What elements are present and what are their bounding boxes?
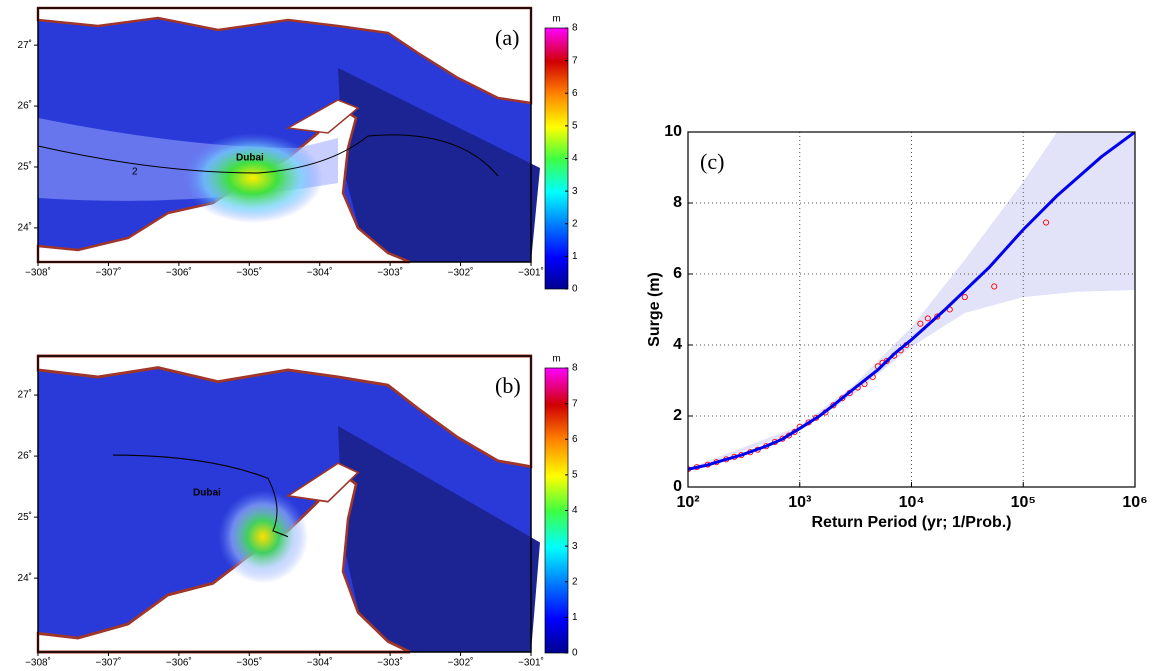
x-tick-label: −304˚ xyxy=(307,657,333,669)
y-tick-label: 6 xyxy=(673,265,682,282)
x-tick-label: −301˚ xyxy=(518,657,544,669)
y-tick-label: 25˚ xyxy=(18,511,32,523)
colorbar-unit: m xyxy=(552,14,560,25)
colorbar-tick-label: 6 xyxy=(572,434,578,445)
colorbar-tick-label: 3 xyxy=(572,186,578,197)
data-point xyxy=(839,395,846,402)
map-frame xyxy=(37,355,532,653)
colorbar-tick-label: 7 xyxy=(572,55,578,66)
data-point xyxy=(1043,219,1050,226)
data-point xyxy=(991,283,998,290)
x-tick-label: −307˚ xyxy=(95,657,121,669)
y-tick-label: 8 xyxy=(673,194,682,211)
colorbar-tick-label: 5 xyxy=(572,470,578,481)
x-tick-label: −302˚ xyxy=(448,267,474,279)
data-point xyxy=(934,313,941,320)
x-tick-label: −307˚ xyxy=(95,267,121,279)
x-tick-label: −306˚ xyxy=(166,267,192,279)
colorbar-tick-label: 3 xyxy=(572,541,578,552)
data-point xyxy=(917,320,924,327)
plot-area xyxy=(688,132,1135,487)
x-tick-label: 10³ xyxy=(788,494,811,511)
colorbar-tick-label: 0 xyxy=(572,284,578,295)
colorbar-tick-label: 1 xyxy=(572,251,578,262)
data-point xyxy=(883,357,890,365)
colorbar-tick-label: 8 xyxy=(572,363,578,374)
x-tick-label: −303˚ xyxy=(377,267,403,279)
x-tick-label: 10² xyxy=(676,494,699,511)
colorbar-tick-label: 2 xyxy=(572,218,578,229)
y-tick-label: 24˚ xyxy=(18,222,32,234)
x-tick-label: −302˚ xyxy=(448,657,474,669)
x-tick-label: −308˚ xyxy=(25,267,51,279)
panel-label: (b) xyxy=(495,373,521,398)
colorbar-tick-label: 6 xyxy=(572,88,578,99)
colorbar xyxy=(544,367,569,654)
x-tick-label: −304˚ xyxy=(307,267,333,279)
x-tick-label: −303˚ xyxy=(377,657,403,669)
x-tick-label: 10⁴ xyxy=(899,494,925,511)
map-b-geography xyxy=(36,354,542,654)
y-tick-label: 0 xyxy=(673,478,682,495)
colorbar-tick-label: 8 xyxy=(572,23,578,34)
colorbar-tick-label: 5 xyxy=(572,121,578,132)
x-tick-label: 10⁶ xyxy=(1122,494,1147,511)
colorbar-tick-label: 7 xyxy=(572,398,578,409)
place-label: Dubai xyxy=(236,153,264,164)
y-tick-label: 26˚ xyxy=(18,100,32,112)
colorbar-tick-label: 4 xyxy=(572,153,578,164)
colorbar-tick-label: 4 xyxy=(572,505,578,516)
x-tick-label: −308˚ xyxy=(25,657,51,669)
data-point xyxy=(961,294,968,301)
y-tick-label: 25˚ xyxy=(18,161,32,173)
x-tick-label: 10⁵ xyxy=(1011,494,1036,511)
y-tick-label: 27˚ xyxy=(18,389,32,401)
x-tick-label: −301˚ xyxy=(518,267,544,279)
map-a-geography xyxy=(36,6,542,264)
y-tick-label: 24˚ xyxy=(18,572,32,584)
panel-label: (a) xyxy=(495,25,519,50)
data-point xyxy=(924,315,931,322)
y-tick-label: 26˚ xyxy=(18,450,32,462)
contour-label: 2 xyxy=(132,167,138,178)
map-frame xyxy=(37,7,532,263)
y-tick-label: 27˚ xyxy=(18,39,32,51)
colorbar-tick-label: 1 xyxy=(572,612,578,623)
place-label: Dubai xyxy=(193,488,221,499)
colorbar-tick-label: 0 xyxy=(572,648,578,659)
colorbar xyxy=(544,27,569,290)
fit-line xyxy=(688,132,1135,471)
y-tick-label: 2 xyxy=(673,407,682,424)
x-tick-label: −305˚ xyxy=(236,657,262,669)
x-axis-label: Return Period (yr; 1/Prob.) xyxy=(811,514,1011,531)
panel-label: (c) xyxy=(700,149,724,174)
y-axis-label: Surge (m) xyxy=(646,272,663,347)
data-point xyxy=(830,402,837,409)
x-tick-label: −305˚ xyxy=(236,267,262,279)
y-tick-label: 4 xyxy=(673,336,682,353)
y-tick-label: 10 xyxy=(664,123,682,140)
colorbar-tick-label: 2 xyxy=(572,576,578,587)
x-tick-label: −306˚ xyxy=(166,657,192,669)
colorbar-unit: m xyxy=(552,354,560,365)
